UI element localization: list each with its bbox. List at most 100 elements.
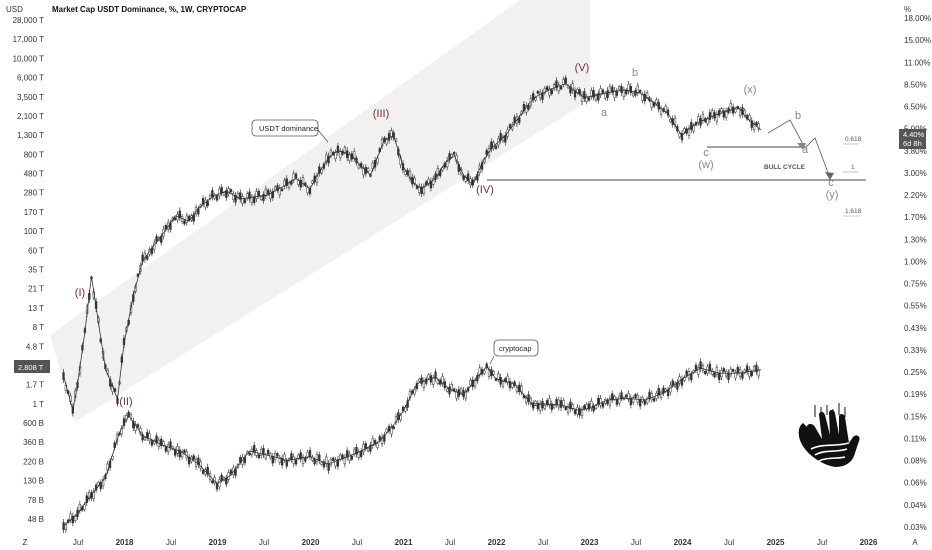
wave-label: (x) — [744, 84, 757, 96]
candle-body — [420, 377, 423, 384]
candle-body — [218, 479, 221, 488]
candle-body — [757, 369, 760, 377]
left-tick-label: 60 T — [28, 246, 44, 255]
candle-body — [178, 210, 181, 219]
candle-body — [548, 398, 551, 406]
wave-labels: (I)(II)(III)(IV)(V)abc(w)(x)abc(y) — [75, 62, 839, 408]
candle-body — [283, 454, 286, 461]
candle-body — [594, 405, 598, 409]
candle-body — [376, 443, 379, 448]
right-tick-label: 3.80% — [904, 147, 927, 156]
wave-label: (IV) — [476, 184, 494, 196]
candle-body — [620, 86, 623, 93]
right-tick-label: 6.50% — [904, 103, 927, 112]
candle-body — [650, 393, 653, 400]
right-tick-label: 1.00% — [904, 257, 927, 266]
right-tick-label: 1.30% — [904, 235, 927, 244]
candle-body — [706, 118, 709, 125]
candle-body — [645, 398, 649, 404]
left-tick-label: 130 B — [23, 477, 44, 486]
candle-body — [250, 196, 254, 204]
candle-body — [485, 363, 488, 369]
candle-body — [629, 397, 633, 406]
candle-body — [280, 457, 284, 466]
candle-body — [648, 391, 651, 400]
candle-body — [536, 90, 540, 94]
x-tick-label: 2019 — [209, 538, 227, 547]
candle-body — [432, 377, 435, 385]
candle-body — [201, 198, 205, 205]
left-tick-label: 800 T — [24, 150, 44, 159]
right-tick-label: 11.00% — [904, 58, 931, 67]
candle-body — [229, 189, 233, 193]
candle-body — [669, 119, 672, 123]
candle-body — [339, 454, 342, 460]
candle-body — [360, 450, 363, 457]
candle-body — [732, 106, 735, 114]
candle-body — [692, 125, 695, 132]
left-tick-label: 220 B — [23, 457, 44, 466]
svg-text:cryptocap: cryptocap — [499, 344, 532, 353]
candle-body — [608, 86, 612, 93]
candle-body — [650, 100, 653, 108]
right-tick-label: 0.15% — [904, 412, 927, 421]
candle-body — [722, 368, 726, 372]
candle-body — [299, 452, 302, 460]
ascending-channel — [50, 0, 590, 422]
candle-body — [383, 434, 386, 442]
candle-body — [366, 167, 370, 172]
x-tick-label: 2023 — [581, 538, 599, 547]
left-axis-unit: USD — [6, 5, 23, 14]
candle-body — [267, 449, 270, 455]
candle-body — [185, 215, 188, 223]
candle-body — [604, 93, 607, 99]
candle-body — [150, 440, 154, 446]
candle-body — [146, 255, 149, 260]
candle-body — [578, 408, 581, 416]
right-tick-label: 0.04% — [904, 501, 927, 510]
candle-body — [748, 115, 751, 120]
candle-body — [632, 92, 635, 97]
candle-body — [164, 225, 167, 230]
candle-body — [750, 371, 753, 376]
candle-body — [132, 420, 135, 429]
candle-body — [659, 108, 663, 115]
candle-body — [752, 123, 756, 130]
candle-body — [734, 372, 737, 379]
series-line — [63, 365, 762, 527]
candle-body — [346, 450, 349, 458]
candle-body — [387, 425, 391, 432]
left-tick-label: 28,000 T — [13, 16, 45, 25]
wave-label: (w) — [698, 159, 713, 171]
candle-body — [583, 91, 586, 99]
candle-body — [390, 130, 393, 138]
candle-body — [701, 365, 705, 371]
candle-body — [627, 84, 630, 92]
candle-body — [699, 361, 702, 369]
right-tick-label: 0.19% — [904, 390, 927, 399]
candle-body — [313, 459, 316, 465]
candle-body — [215, 195, 219, 201]
candle-body — [385, 139, 388, 145]
left-tick-label: 8 T — [33, 323, 45, 332]
candle-body — [329, 459, 333, 466]
candle-body — [294, 459, 298, 465]
candle-body — [534, 400, 537, 404]
candle-body — [222, 192, 226, 196]
candle-body — [378, 436, 381, 441]
candle-body — [136, 424, 140, 428]
candle-body — [748, 369, 751, 377]
candle-body — [334, 152, 337, 159]
left-tick-label: 48 B — [28, 515, 44, 524]
candle-body — [715, 113, 719, 122]
usdt-dominance-callout: USDT dominance — [251, 119, 329, 143]
candle-body — [613, 90, 616, 98]
candle-body — [643, 400, 646, 405]
candle-body — [436, 379, 440, 384]
candle-body — [580, 409, 584, 417]
right-tick-label: 15.00% — [904, 36, 931, 45]
candle-body — [501, 381, 505, 387]
candle-body — [446, 159, 449, 168]
candle-body — [515, 387, 519, 393]
candle-body — [187, 215, 191, 221]
